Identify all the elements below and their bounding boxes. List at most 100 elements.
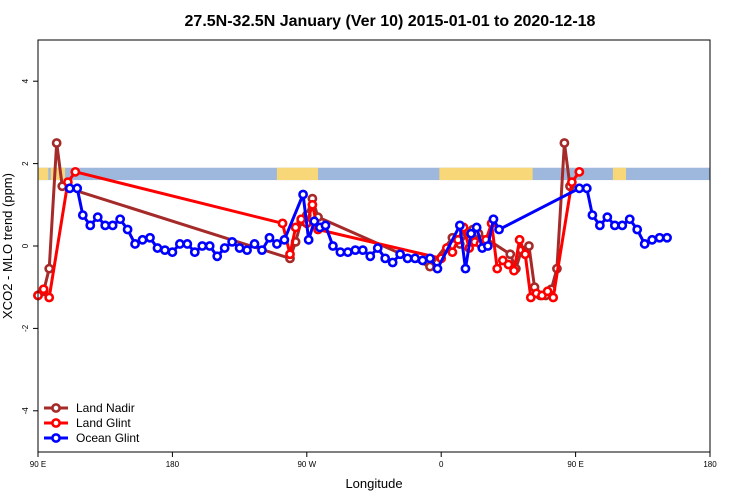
data-point xyxy=(505,249,516,260)
x-tick-label: 180 xyxy=(703,460,717,469)
data-point xyxy=(410,253,420,264)
data-point xyxy=(395,249,406,260)
data-point xyxy=(85,220,96,231)
y-axis: -4 -2 0 2 4 xyxy=(21,78,38,414)
data-point xyxy=(372,243,383,253)
data-point xyxy=(514,234,525,245)
legend-label: Ocean Glint xyxy=(76,431,140,445)
data-point xyxy=(581,183,592,194)
series-layer xyxy=(33,138,672,303)
data-point xyxy=(303,234,314,245)
data-point xyxy=(272,239,282,249)
data-point xyxy=(204,241,215,251)
data-point xyxy=(174,239,185,249)
land-band-segment xyxy=(38,167,49,181)
data-point xyxy=(249,239,260,249)
data-point xyxy=(257,245,267,256)
data-point xyxy=(122,224,133,235)
data-point xyxy=(264,232,275,243)
data-point xyxy=(466,228,476,239)
x-tick-label: 90 E xyxy=(30,460,46,469)
x-tick-label: 90 E xyxy=(567,460,583,469)
data-point xyxy=(639,239,650,249)
data-point xyxy=(432,263,443,274)
data-point xyxy=(357,245,368,256)
data-point xyxy=(167,247,178,258)
data-point xyxy=(115,214,126,225)
legend-swatch-marker xyxy=(51,433,61,443)
x-tick-label: 90 W xyxy=(297,460,316,469)
x-axis-label: Longitude xyxy=(345,476,402,491)
y-tick-label: -2 xyxy=(21,324,30,332)
data-point xyxy=(227,236,238,247)
data-point xyxy=(320,220,331,231)
data-point xyxy=(44,263,55,274)
chart-title: 27.5N-32.5N January (Ver 10) 2015-01-01 … xyxy=(185,13,596,30)
legend-swatch-marker xyxy=(51,403,61,413)
data-point xyxy=(51,138,62,148)
data-point xyxy=(587,210,598,220)
data-point xyxy=(494,224,504,235)
land-band-segment xyxy=(439,167,533,181)
data-point xyxy=(38,284,49,295)
data-point xyxy=(72,183,83,194)
data-point xyxy=(145,232,155,243)
data-point xyxy=(189,247,200,258)
data-point xyxy=(387,257,398,268)
legend-item-ocean-glint: Ocean Glint xyxy=(44,431,140,445)
y-tick-label: 0 xyxy=(21,243,30,248)
y-tick-label: 2 xyxy=(21,161,30,166)
data-point xyxy=(548,292,559,303)
y-axis-label: XCO2 - MLO trend (ppm) xyxy=(0,173,15,319)
data-point xyxy=(152,243,163,253)
data-point xyxy=(520,249,531,260)
data-point xyxy=(647,234,658,245)
data-point xyxy=(617,220,628,231)
data-point xyxy=(454,220,465,231)
land-band-segment xyxy=(276,167,318,181)
data-point xyxy=(492,263,503,274)
x-axis: 90 E 180 90 W 0 90 E 180 xyxy=(30,452,717,469)
data-point xyxy=(107,220,118,231)
data-point xyxy=(365,251,376,262)
data-point xyxy=(503,259,514,270)
x-tick-label: 0 xyxy=(439,460,444,469)
data-point xyxy=(662,232,672,243)
legend-label: Land Glint xyxy=(76,416,131,430)
data-point xyxy=(594,220,605,231)
data-point xyxy=(425,253,435,264)
data-point xyxy=(100,220,111,231)
data-point xyxy=(137,234,148,245)
data-point xyxy=(566,177,577,188)
data-point xyxy=(70,166,81,177)
data-point xyxy=(482,241,493,251)
data-point xyxy=(234,243,245,253)
data-point xyxy=(64,183,75,194)
data-point xyxy=(609,220,620,231)
data-point xyxy=(342,247,353,258)
data-point xyxy=(488,214,499,225)
land-band-segment xyxy=(612,167,626,181)
data-point xyxy=(632,224,643,235)
legend-swatch-marker xyxy=(51,418,61,428)
y-tick-label: -4 xyxy=(21,407,30,415)
data-point xyxy=(559,138,570,148)
data-point xyxy=(574,183,585,194)
data-point xyxy=(350,245,361,256)
data-point xyxy=(402,253,413,264)
data-point xyxy=(542,286,553,297)
data-point xyxy=(182,239,193,249)
data-point xyxy=(219,243,230,253)
data-point xyxy=(654,232,665,243)
x-tick-label: 180 xyxy=(166,460,180,469)
data-point xyxy=(307,199,318,210)
data-point xyxy=(160,245,170,256)
data-point xyxy=(44,292,55,303)
data-point xyxy=(77,210,88,220)
data-point xyxy=(328,241,338,251)
data-point xyxy=(92,212,103,223)
data-point xyxy=(335,247,346,258)
legend-item-land-glint: Land Glint xyxy=(44,416,131,430)
